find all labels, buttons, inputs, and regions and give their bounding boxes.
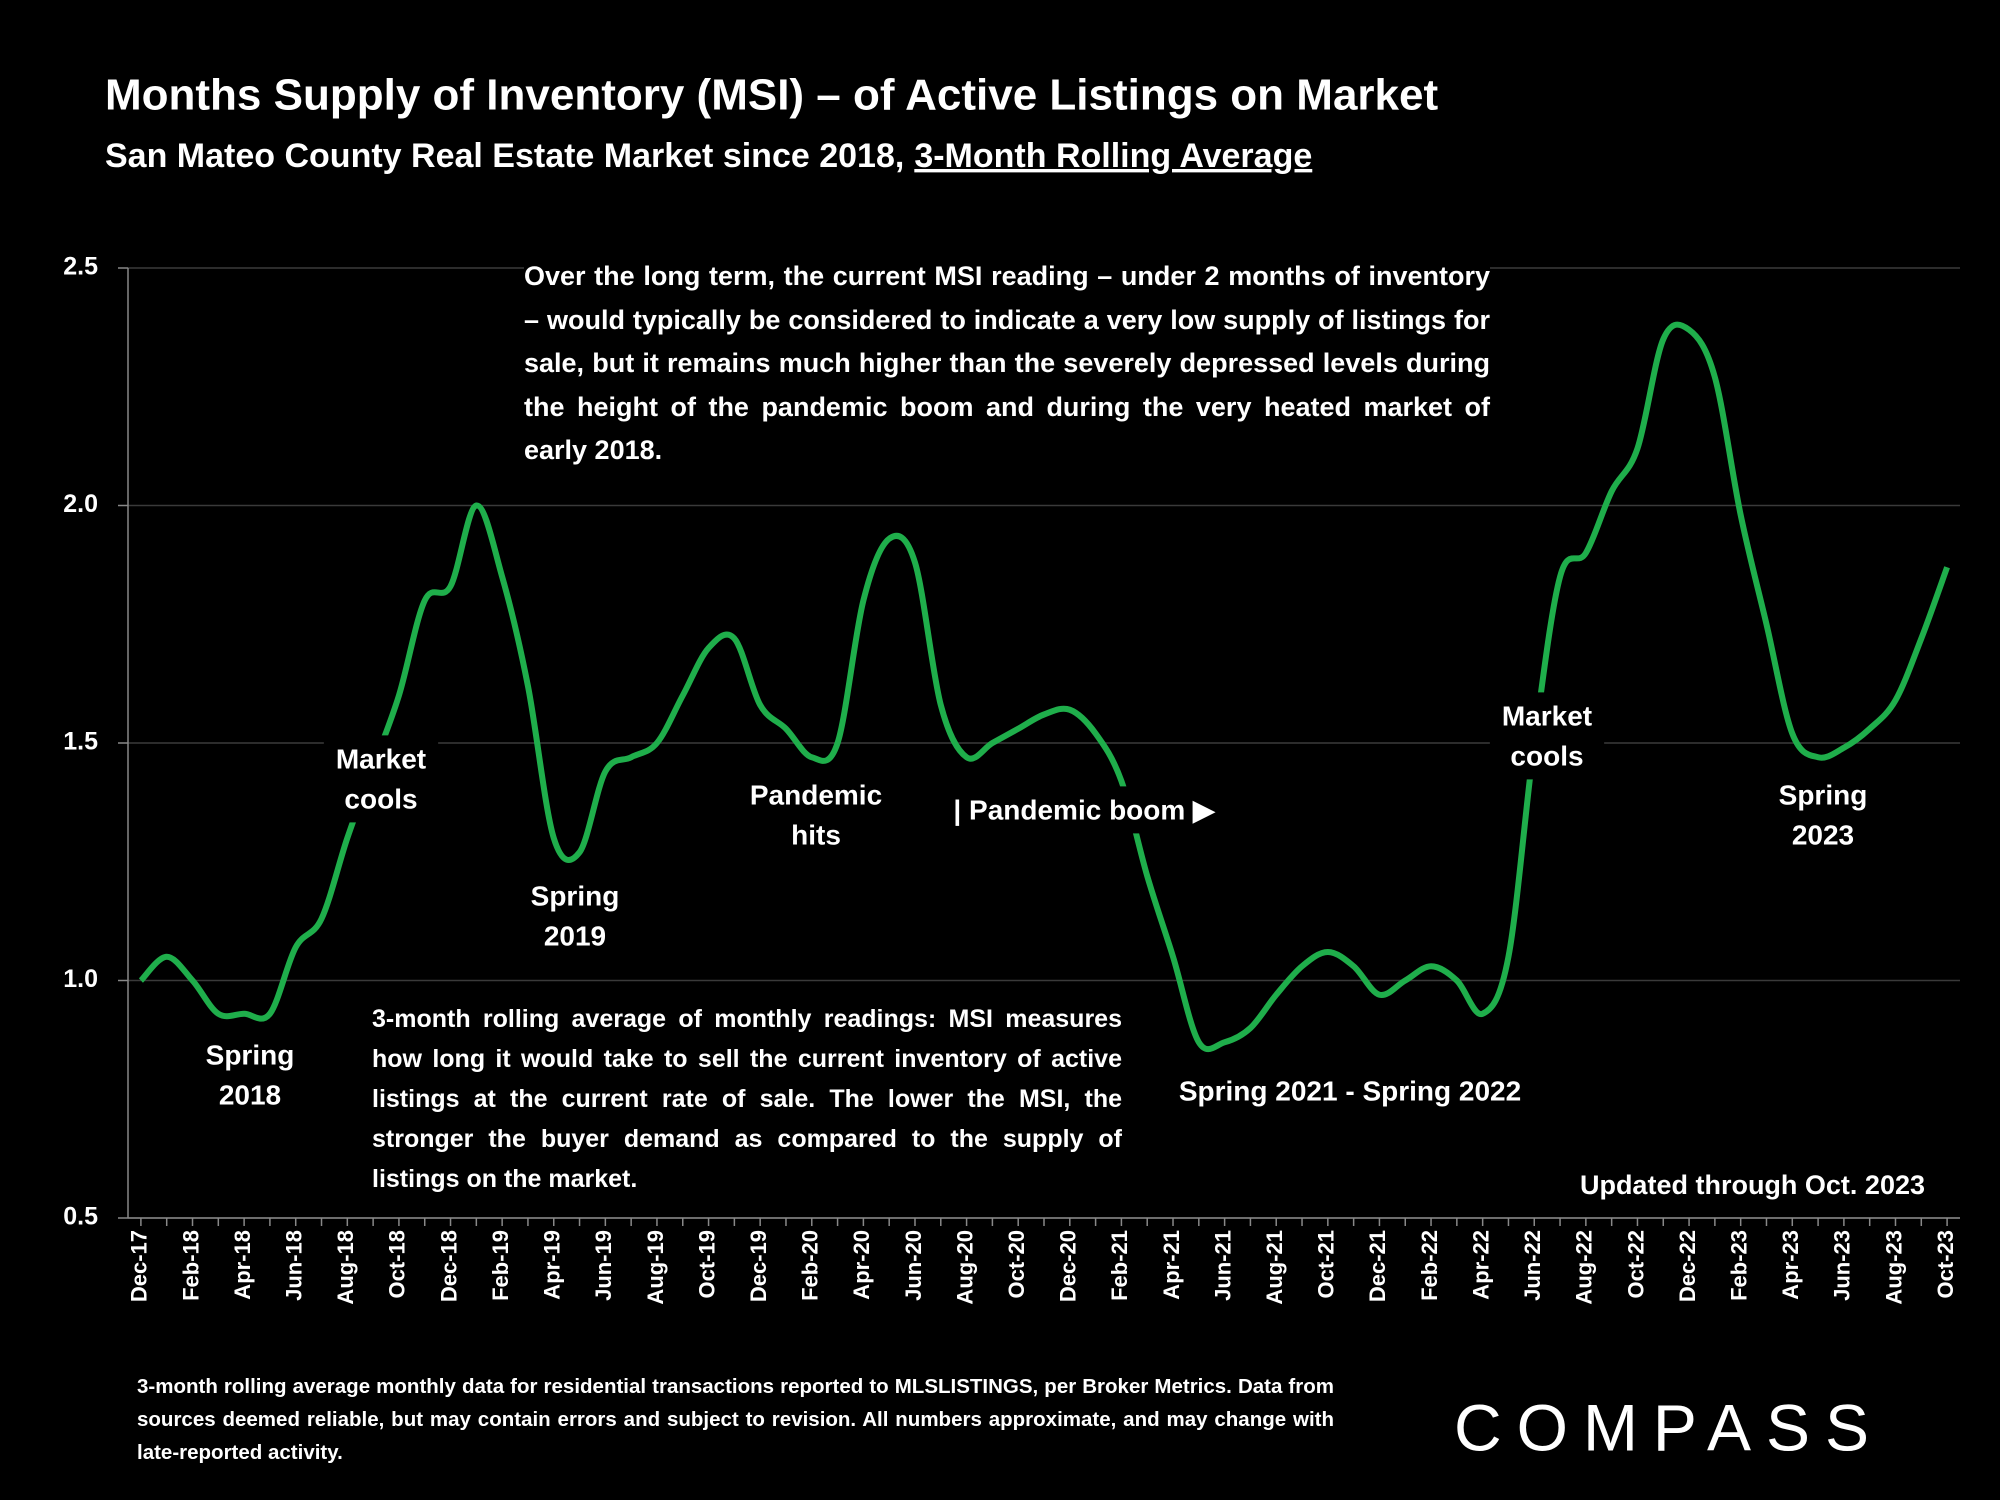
annotation: 2023 <box>1792 819 1854 850</box>
annotation-background <box>1166 1067 1534 1115</box>
x-tick-label: Apr-18 <box>230 1230 255 1300</box>
annotation-background <box>1489 692 1605 780</box>
annotation-background <box>193 1031 307 1119</box>
x-tick-label: Apr-23 <box>1778 1230 1803 1300</box>
annotation: 2018 <box>219 1079 281 1110</box>
x-tick-label: Oct-20 <box>1004 1230 1029 1298</box>
x-tick-label: Apr-20 <box>849 1230 874 1300</box>
annotation: cools <box>1510 740 1583 771</box>
x-tick-label: Jun-21 <box>1210 1230 1235 1301</box>
annotation: Market <box>1502 700 1592 731</box>
note-top: Over the long term, the current MSI read… <box>524 255 1490 473</box>
y-tick-label: 2.5 <box>63 253 98 281</box>
y-tick-label: 1.0 <box>63 965 98 993</box>
y-tick-label: 0.5 <box>63 1203 98 1231</box>
x-tick-label: Aug-18 <box>333 1230 358 1305</box>
x-tick-label: Feb-19 <box>488 1230 513 1301</box>
x-tick-label: Oct-23 <box>1933 1230 1958 1298</box>
x-tick-label: Oct-19 <box>694 1230 719 1298</box>
x-tick-label: Dec-22 <box>1675 1230 1700 1302</box>
x-tick-label: Aug-23 <box>1881 1230 1906 1305</box>
x-tick-label: Apr-22 <box>1468 1230 1493 1300</box>
annotation: Spring 2021 - Spring 2022 <box>1179 1075 1521 1106</box>
y-tick-label: 1.5 <box>63 728 98 756</box>
annotation: 2019 <box>544 920 606 951</box>
annotation: Spring <box>531 880 620 911</box>
x-tick-label: Apr-19 <box>540 1230 565 1300</box>
footnote: 3-month rolling average monthly data for… <box>137 1370 1334 1469</box>
annotation-background <box>737 771 895 859</box>
x-tick-label: Feb-18 <box>178 1230 203 1301</box>
x-tick-label: Aug-21 <box>1262 1230 1287 1305</box>
x-tick-label: Jun-23 <box>1830 1230 1855 1301</box>
x-tick-label: Dec-21 <box>1365 1230 1390 1302</box>
annotation: Spring <box>206 1039 295 1070</box>
x-tick-label: Feb-20 <box>798 1230 823 1301</box>
y-tick-label: 2.0 <box>63 490 98 518</box>
updated-note: Updated through Oct. 2023 <box>1580 1170 1925 1200</box>
annotation: Market <box>336 743 426 774</box>
x-tick-label: Oct-18 <box>385 1230 410 1298</box>
x-tick-label: Jun-20 <box>901 1230 926 1301</box>
x-tick-label: Aug-20 <box>952 1230 977 1305</box>
x-tick-label: Dec-18 <box>436 1230 461 1302</box>
x-tick-label: Oct-22 <box>1623 1230 1648 1298</box>
annotation-background <box>518 872 632 960</box>
annotation: cools <box>344 783 417 814</box>
x-tick-label: Jun-22 <box>1520 1230 1545 1301</box>
x-tick-label: Dec-17 <box>127 1230 152 1302</box>
annotation: Spring <box>1779 779 1868 810</box>
annotation-background <box>1766 771 1880 859</box>
series-line <box>138 321 1950 1053</box>
x-tick-label: Jun-18 <box>282 1230 307 1301</box>
x-tick-label: Dec-20 <box>1056 1230 1081 1302</box>
x-tick-label: Feb-22 <box>1417 1230 1442 1301</box>
x-tick-label: Dec-19 <box>746 1230 771 1302</box>
annotation-background <box>941 786 1229 834</box>
note-bottom: 3-month rolling average of monthly readi… <box>372 999 1122 1199</box>
x-tick-label: Oct-21 <box>1314 1230 1339 1298</box>
chart-subtitle-underlined: 3-Month Rolling Average <box>914 137 1312 175</box>
chart-title: Months Supply of Inventory (MSI) – of Ac… <box>105 71 1438 120</box>
x-tick-label: Jun-19 <box>591 1230 616 1301</box>
annotation: | Pandemic boom ▶ <box>953 794 1216 825</box>
annotation-background <box>323 735 439 823</box>
x-tick-label: Feb-21 <box>1107 1230 1132 1301</box>
x-tick-label: Feb-23 <box>1726 1230 1751 1301</box>
annotation: Pandemic <box>750 779 882 810</box>
chart-subtitle: San Mateo County Real Estate Market sinc… <box>105 137 904 175</box>
x-tick-label: Aug-19 <box>643 1230 668 1305</box>
x-tick-label: Apr-21 <box>1159 1230 1184 1300</box>
logo: COMPASS <box>1454 1390 1869 1464</box>
x-tick-label: Aug-22 <box>1572 1230 1597 1305</box>
annotation: hits <box>791 819 841 850</box>
